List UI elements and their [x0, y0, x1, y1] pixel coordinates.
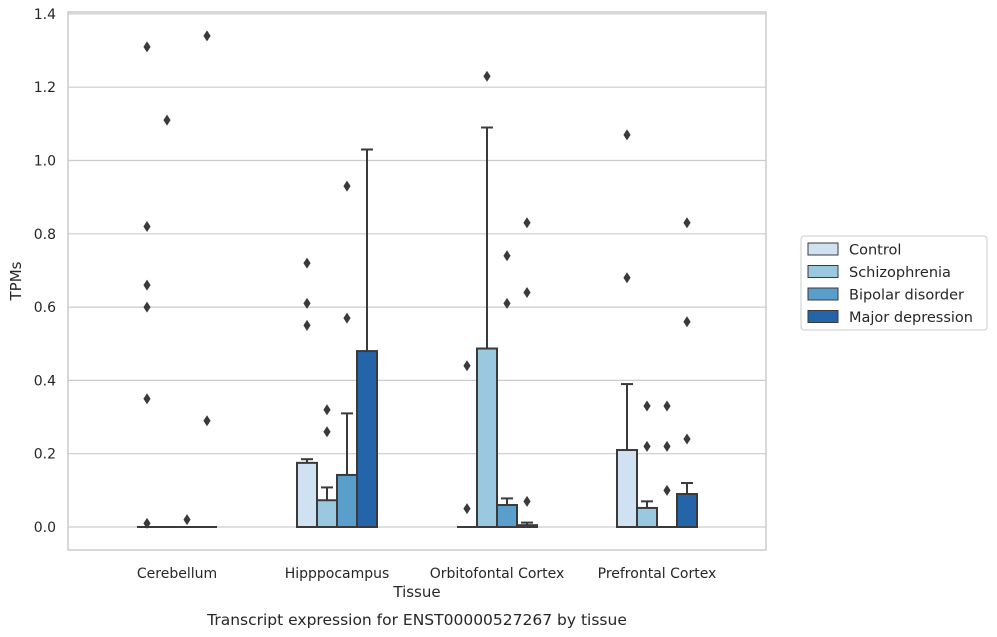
outlier-point [343, 312, 351, 324]
x-tick-labels: Cerebellum Hipppocampus Orbitofontal Corte… [137, 566, 716, 582]
outlier-point [643, 440, 651, 452]
x-tick-label: Orbitofontal Cortex [430, 566, 565, 582]
box-major-depression [676, 217, 698, 529]
outlier-point [303, 297, 311, 309]
outlier-point [163, 114, 171, 126]
outlier-point [463, 360, 471, 372]
box-major-depression [356, 148, 378, 528]
outlier-point [503, 250, 511, 262]
y-tick-label: 0.8 [34, 227, 56, 243]
x-axis-label: Tissue [392, 583, 440, 601]
legend-label: Major depression [849, 310, 973, 326]
chart-caption: Transcript expression for ENST0000052726… [206, 611, 627, 629]
y-tick-label: 0.4 [34, 373, 56, 389]
y-tick-labels: 0.0 0.2 0.4 0.6 0.8 1.0 1.2 1.4 [34, 7, 56, 536]
box-control [457, 360, 477, 528]
legend-label: Schizophrenia [849, 265, 951, 281]
box-body [476, 347, 498, 528]
box-bipolar-disorder [496, 250, 518, 529]
y-axis-label: TPMs [7, 261, 25, 301]
x-tick-label: Cerebellum [137, 566, 217, 582]
legend-swatch [807, 287, 839, 301]
y-tick-label: 1.0 [34, 154, 56, 170]
outlier-point [183, 514, 191, 526]
box-body [676, 493, 698, 529]
box-major-depression [197, 30, 217, 528]
outlier-point [663, 440, 671, 452]
box-body [636, 506, 658, 528]
legend-swatch [807, 265, 839, 278]
outlier-point [523, 217, 531, 229]
outlier-point [683, 433, 691, 445]
outlier-point [143, 393, 151, 405]
y-tick-label: 0.0 [34, 520, 56, 536]
box-major-depression [516, 217, 538, 528]
box-body [616, 449, 638, 528]
outlier-point [323, 426, 331, 438]
box-series [137, 30, 698, 529]
y-tick-label: 0.6 [34, 300, 56, 316]
outlier-point [663, 400, 671, 412]
legend-frame [800, 235, 988, 331]
outlier-point [503, 297, 511, 309]
outlier-point [303, 257, 311, 269]
box-bipolar-disorder [177, 514, 197, 528]
outlier-point [143, 301, 151, 313]
outlier-point [683, 316, 691, 328]
box-control [616, 129, 638, 528]
outlier-point [463, 503, 471, 515]
x-tick-label: Hipppocampus [285, 566, 390, 582]
plot-frame [67, 11, 767, 551]
legend-swatch [807, 242, 839, 256]
outlier-point [143, 220, 151, 232]
box-body [336, 473, 358, 528]
outlier-point [483, 70, 491, 82]
box-schizophrenia [316, 404, 338, 529]
outlier-point [143, 279, 151, 291]
outlier-point [203, 415, 211, 427]
box-schizophrenia [636, 400, 658, 528]
grid-lines [68, 13, 766, 528]
legend: Control Schizophrenia Bipolar disorder Majo… [800, 235, 988, 331]
legend-label: Bipolar disorder [849, 288, 964, 304]
outlier-point [623, 272, 631, 284]
outlier-point [143, 41, 151, 53]
y-tick-label: 1.2 [34, 80, 56, 96]
outlier-point [303, 319, 311, 331]
outlier-point [623, 129, 631, 141]
y-tick-label: 0.2 [34, 447, 56, 463]
outlier-point [343, 180, 351, 192]
box-body [296, 461, 318, 528]
y-tick-label: 1.4 [34, 7, 56, 23]
box-bipolar-disorder [657, 400, 677, 528]
outlier-point [643, 400, 651, 412]
box-body [356, 350, 378, 528]
box-body [316, 499, 338, 529]
outlier-point [683, 217, 691, 229]
outlier-point [143, 517, 151, 529]
x-tick-label: Prefrontal Cortex [598, 566, 717, 582]
outlier-point [203, 30, 211, 42]
outlier-point [523, 495, 531, 507]
box-control [296, 257, 318, 528]
legend-swatch [807, 310, 839, 323]
box-control [137, 41, 157, 529]
outlier-point [323, 404, 331, 416]
outlier-point [523, 286, 531, 298]
outlier-point [663, 484, 671, 496]
box-bipolar-disorder [336, 180, 358, 528]
box-schizophrenia [476, 70, 498, 528]
box-body [496, 504, 518, 529]
legend-label: Control [849, 243, 901, 259]
box-schizophrenia [157, 114, 177, 528]
